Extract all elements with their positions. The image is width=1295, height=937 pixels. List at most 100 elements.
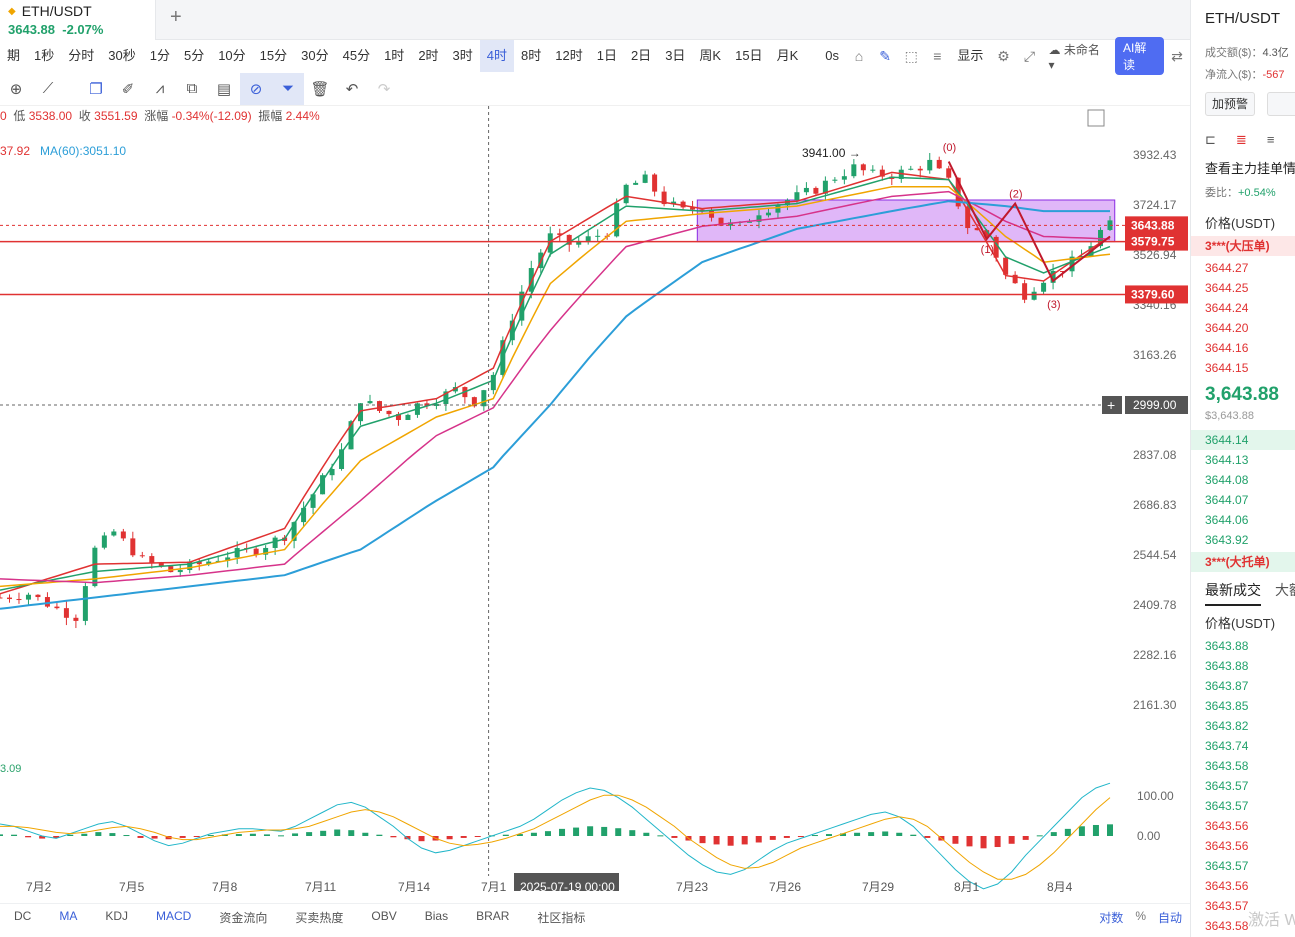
big-bid-row: 3***(大托单) [1191, 552, 1295, 572]
macd-bar [1008, 836, 1015, 844]
period-21[interactable]: 月K [776, 48, 799, 63]
ask-row: 3644.27 [1205, 261, 1249, 275]
magnet-tool-icon[interactable]: ⊘ [240, 72, 272, 105]
period-6[interactable]: 10分 [218, 48, 246, 63]
period-5[interactable]: 5分 [183, 48, 205, 63]
macd-bar [1050, 832, 1057, 836]
candle-body [73, 617, 79, 621]
period-7[interactable]: 15分 [259, 48, 288, 63]
orderbook-price-header: 价格(USDT) [1205, 216, 1276, 231]
ai-interpret-button[interactable]: AI解读 [1115, 37, 1164, 75]
period-19[interactable]: 周K [699, 48, 722, 63]
candle-body [187, 561, 193, 571]
x-tick-label: 7月11 [305, 880, 336, 894]
macd-bar [502, 834, 509, 836]
macd-bar [1107, 824, 1113, 836]
pen-icon[interactable]: ✎ [879, 47, 891, 64]
y-tick-label: 2282.16 [1133, 648, 1177, 662]
view-asks-icon[interactable]: ≡ [1266, 132, 1275, 147]
macd-bar [320, 830, 327, 836]
redo-icon[interactable]: ↷ [377, 80, 391, 98]
layout-name[interactable]: ☁ 未命名 ▾ [1048, 42, 1100, 72]
copy-tool-icon[interactable]: ❐ [89, 80, 103, 98]
y-tick-label: 3163.26 [1133, 348, 1177, 362]
crosshair-price-label: 2999.00 [1133, 398, 1177, 412]
expand-icon[interactable]: ⬚ [904, 47, 918, 64]
view-bids-icon[interactable]: ⊏ [1205, 132, 1216, 147]
share-icon[interactable]: ⇄ [1171, 47, 1183, 64]
text-tool-icon[interactable]: ▤ [216, 80, 232, 98]
tab-change: -2.07% [62, 22, 104, 37]
period-10[interactable]: 1时 [384, 48, 405, 63]
candle-body [614, 203, 620, 237]
fullscreen-icon[interactable]: ⤢ [1023, 47, 1036, 64]
latest-trades-tab[interactable]: 最新成交 [1205, 580, 1261, 606]
candle-tool-icon[interactable]: ⧉ [186, 80, 198, 97]
secondary-button[interactable] [1267, 92, 1295, 116]
period-20[interactable]: 15日 [735, 48, 763, 63]
candle-body [784, 200, 790, 206]
brush-tool-icon[interactable]: ✐ [121, 80, 135, 98]
undo-icon[interactable]: ↶ [345, 80, 359, 98]
indicator-9[interactable]: 社区指标 [537, 911, 586, 925]
log-scale-toggle[interactable]: 对数 [1099, 911, 1124, 925]
display-menu[interactable]: 显示 [957, 48, 984, 63]
settings-icon[interactable]: ⚙ [997, 47, 1010, 64]
period-1[interactable]: 1秒 [34, 48, 55, 63]
indicator-0[interactable]: DC [14, 909, 32, 923]
price-chart[interactable]: 3932.433724.173526.943340.163163.262837.… [0, 106, 1190, 903]
camera-icon[interactable]: ⌂ [854, 48, 864, 64]
candle-body [82, 586, 88, 621]
period-14[interactable]: 8时 [521, 48, 542, 63]
period-9[interactable]: 45分 [342, 48, 371, 63]
symbol-tab[interactable]: ◆ ETH/USDT 3643.88 -2.07% [0, 0, 156, 40]
period-11[interactable]: 2时 [418, 48, 439, 63]
indicator-4[interactable]: 资金流向 [219, 911, 268, 925]
macd-bar [193, 836, 200, 837]
trade-row: 3643.56 [1205, 819, 1249, 833]
period-13[interactable]: 4时 [479, 40, 515, 72]
macd-dea-line [0, 794, 1111, 880]
add-alert-button[interactable]: 加预警 [1205, 92, 1255, 116]
filter-tool-icon[interactable]: ⏷ [272, 72, 304, 105]
candle-body [1022, 283, 1028, 300]
view-both-icon[interactable]: ≣ [1235, 132, 1247, 147]
indicator-3[interactable]: MACD [156, 909, 192, 923]
indicator-6[interactable]: OBV [371, 909, 397, 923]
period-8[interactable]: 30分 [301, 48, 329, 63]
add-tab-button[interactable]: + [170, 6, 182, 28]
period-2[interactable]: 分时 [68, 48, 95, 63]
period-3[interactable]: 30秒 [108, 48, 136, 63]
main-orders-link[interactable]: 查看主力挂单情 [1205, 161, 1295, 176]
candle-body [813, 187, 819, 194]
ohlc-info: 0 低 3538.00 收 3551.59 涨幅 -0.34%(-12.09) … [0, 107, 320, 124]
period-17[interactable]: 2日 [630, 48, 652, 63]
crosshair-tool-icon[interactable]: ⊕ [9, 80, 23, 98]
candle-body [993, 236, 999, 258]
indicator-2[interactable]: KDJ [105, 909, 129, 923]
percent-scale-toggle[interactable]: % [1135, 909, 1146, 923]
bid-row: 3644.08 [1205, 473, 1249, 487]
period-0[interactable]: 期 [7, 48, 21, 63]
period-18[interactable]: 3日 [665, 48, 686, 63]
period-16[interactable]: 1日 [596, 48, 617, 63]
indicator-7[interactable]: Bias [424, 909, 449, 923]
candle-body [376, 401, 382, 411]
indicator-8[interactable]: BRAR [476, 909, 510, 923]
large-trades-tab[interactable]: 大额 [1275, 582, 1295, 598]
macd-bar [67, 834, 74, 836]
macd-bar [376, 834, 383, 836]
indicator-1[interactable]: MA [59, 909, 78, 923]
tab-price: 3643.88 [8, 22, 55, 37]
pattern-tool-icon[interactable]: ⩘ [155, 80, 165, 97]
delete-tool-icon[interactable]: 🗑 [310, 80, 330, 98]
trendline-tool-icon[interactable]: ⟋ [42, 80, 54, 97]
crosshair-date-bg [514, 873, 619, 891]
period-12[interactable]: 3时 [452, 48, 473, 63]
list-icon[interactable]: ≡ [933, 48, 942, 64]
indicator-5[interactable]: 买卖热度 [295, 911, 344, 925]
auto-scale-toggle[interactable]: 自动 [1157, 911, 1182, 925]
period-4[interactable]: 1分 [149, 48, 170, 63]
macd-bar [952, 836, 959, 844]
period-15[interactable]: 12时 [555, 48, 583, 63]
